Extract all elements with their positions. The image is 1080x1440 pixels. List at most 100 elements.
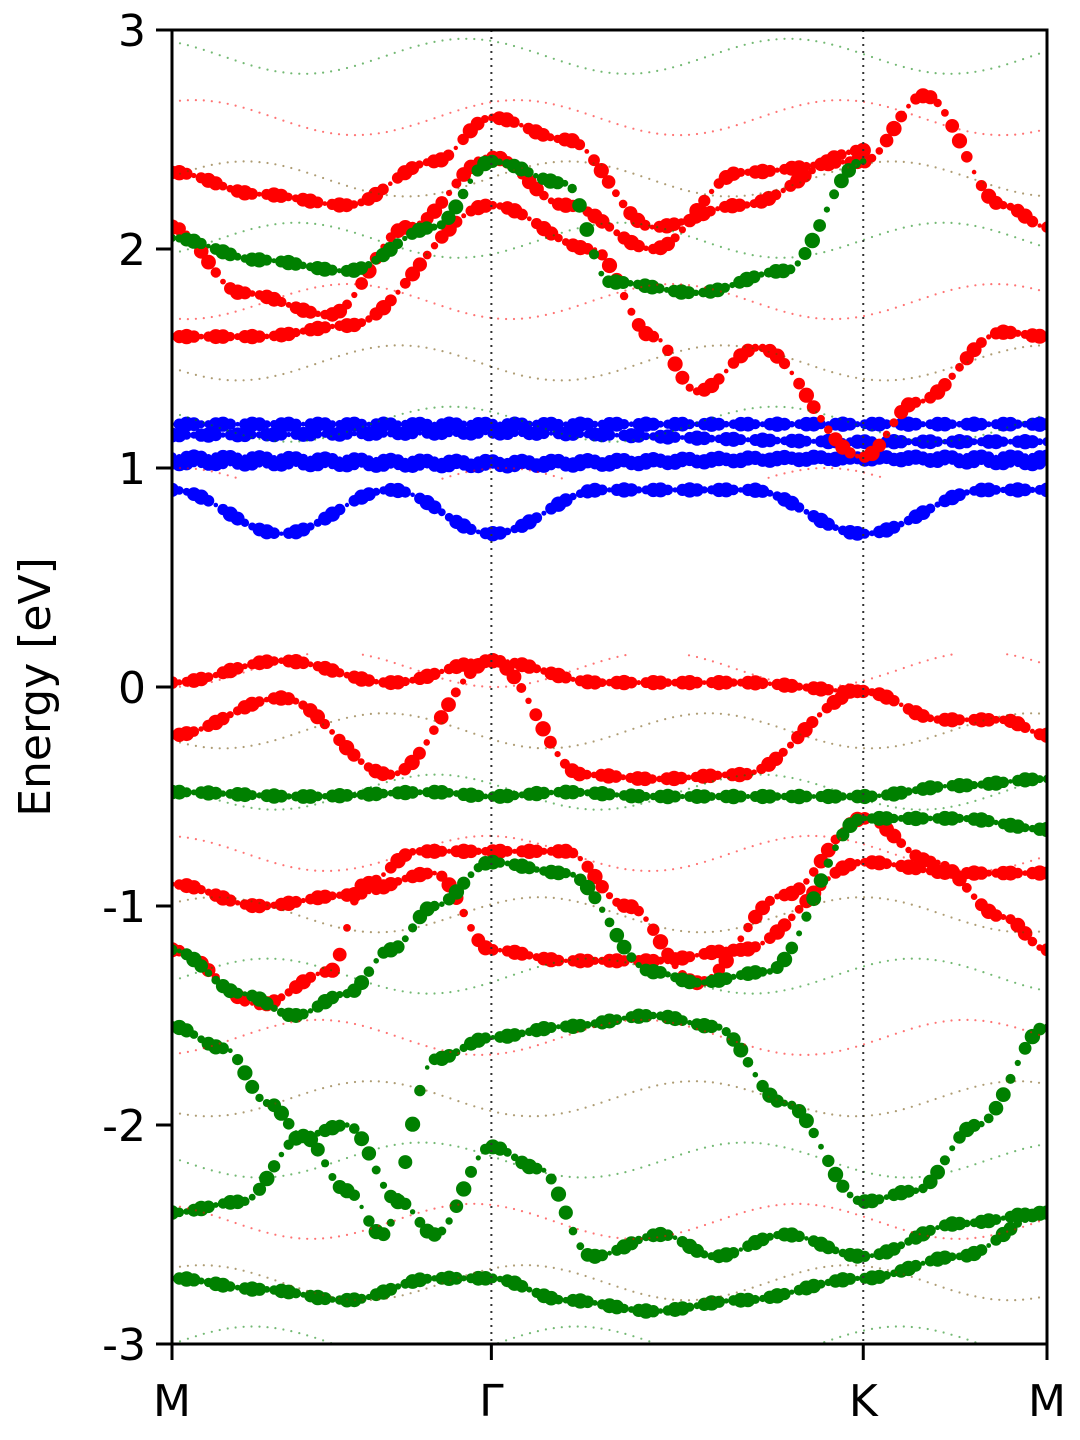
band-point [870, 747, 874, 750]
band-point [759, 40, 762, 43]
band-point [743, 925, 746, 928]
band-point [998, 1298, 1001, 1301]
band-point [560, 1326, 563, 1329]
band-point [590, 956, 600, 965]
band-point [662, 1229, 674, 1241]
band-point [186, 248, 189, 251]
band-point [950, 916, 953, 919]
band-point [544, 313, 548, 316]
band-point [410, 492, 415, 498]
band-point [425, 194, 428, 197]
band-point [234, 1112, 237, 1115]
band-point [897, 1241, 906, 1250]
band-point [608, 71, 611, 74]
band-point [351, 792, 358, 799]
band-point [505, 171, 508, 174]
band-point [902, 65, 905, 69]
band-point [775, 774, 778, 777]
band-point [839, 99, 842, 102]
band-point [233, 252, 242, 261]
band-point [401, 195, 404, 198]
band-point [647, 1305, 660, 1318]
band-point [778, 358, 791, 370]
band-point [322, 1294, 325, 1297]
band-point [807, 905, 810, 908]
band-point [297, 1008, 309, 1020]
band-point [664, 183, 667, 186]
band-point [242, 230, 245, 233]
band-point [538, 427, 550, 440]
band-point [512, 848, 518, 854]
band-point [695, 1148, 699, 1151]
band-point [337, 796, 341, 799]
band-point [806, 891, 822, 907]
band-point [675, 416, 690, 432]
band-point [433, 921, 436, 924]
band-point [512, 898, 516, 901]
band-point [727, 928, 730, 931]
band-point [640, 175, 643, 178]
band-point [1014, 133, 1017, 136]
band-point [870, 896, 874, 899]
band-point [902, 453, 915, 466]
band-point [282, 808, 285, 811]
band-point [328, 420, 337, 429]
band-point [982, 1019, 985, 1023]
band-point [242, 1325, 245, 1328]
band-point [385, 659, 388, 662]
band-point [894, 669, 898, 672]
band-point [794, 260, 801, 267]
band-point [1006, 458, 1015, 468]
band-point [220, 432, 226, 438]
band-point [711, 243, 715, 246]
band-point [186, 836, 189, 839]
band-point [552, 1266, 555, 1269]
band-point [187, 417, 201, 432]
band-point [672, 282, 675, 286]
band-point [875, 147, 884, 155]
band-point [654, 283, 665, 294]
band-point [886, 746, 890, 749]
band-point [896, 838, 907, 849]
band-point [774, 167, 780, 173]
band-point [1013, 1219, 1022, 1228]
band-point [624, 1019, 627, 1022]
band-point [237, 1065, 253, 1081]
band-point [759, 1283, 762, 1287]
band-point [919, 866, 927, 874]
band-point [654, 966, 667, 979]
band-point [584, 808, 587, 811]
band-point [495, 857, 506, 868]
band-point [1039, 727, 1047, 743]
band-point [990, 283, 993, 286]
band-point [457, 310, 460, 313]
band-point [401, 777, 404, 780]
band-point [803, 508, 810, 515]
band-point [300, 897, 306, 904]
band-point [855, 1168, 858, 1171]
band-point [775, 188, 778, 191]
band-point [202, 682, 205, 685]
band-point [799, 1271, 802, 1274]
band-point [647, 774, 657, 784]
band-point [823, 368, 826, 371]
band-point [475, 1155, 481, 1161]
band-point [345, 928, 349, 931]
band-point [828, 789, 843, 804]
band-point [788, 421, 795, 428]
band-point [1022, 58, 1025, 61]
band-point [934, 865, 937, 868]
band-point [767, 1143, 770, 1146]
band-point [778, 417, 791, 431]
band-point [186, 44, 189, 47]
band-point [417, 715, 420, 719]
band-point [474, 847, 482, 855]
band-point [282, 222, 285, 225]
band-point [624, 806, 627, 809]
band-point [990, 1298, 993, 1301]
band-point [481, 1152, 484, 1155]
band-point [552, 747, 555, 750]
band-point [909, 861, 923, 876]
band-point [918, 905, 921, 909]
band-point [337, 433, 341, 436]
